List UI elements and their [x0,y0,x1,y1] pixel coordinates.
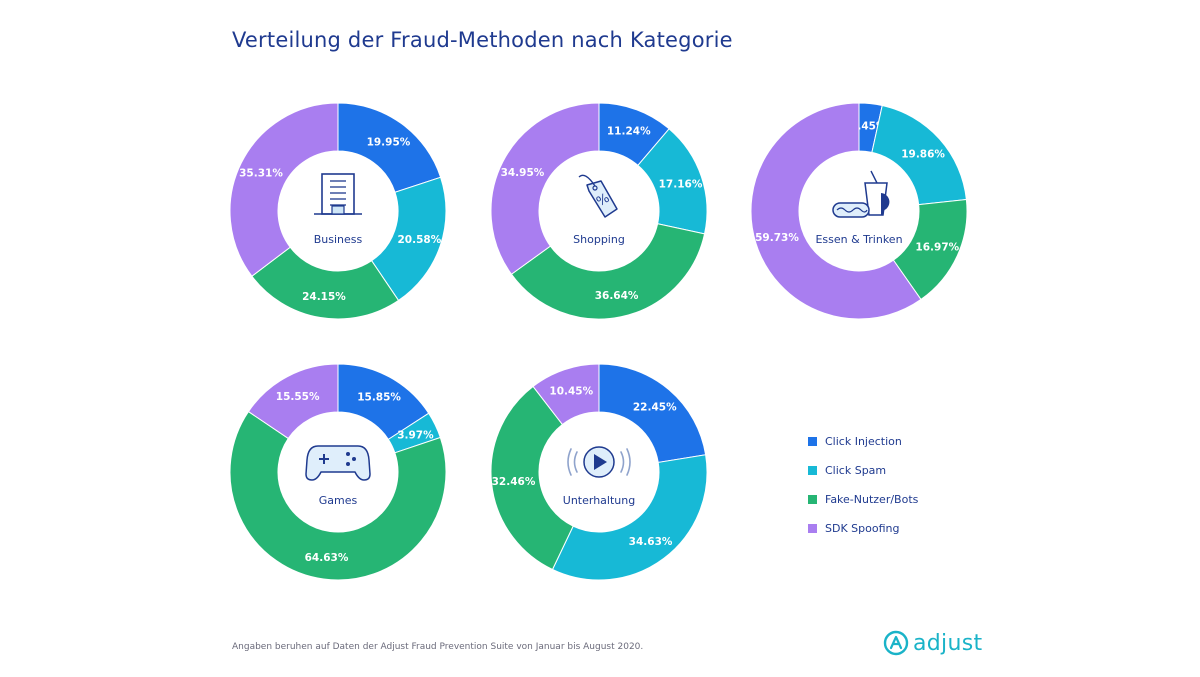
donut-category-label: Shopping [573,233,625,246]
data-label: 11.24% [607,125,651,137]
donut-category-label: Games [319,494,358,507]
adjust-logo: adjust [883,630,982,656]
data-label: 59.73% [755,232,799,244]
donut-segment [532,363,600,426]
data-label: 15.85% [357,391,401,403]
adjust-logo-icon [883,630,909,656]
donut-segment [229,102,339,277]
data-label: 19.86% [901,149,945,161]
legend-swatch [808,495,817,504]
legend: Click Injection Click Spam Fake-Nutzer/B… [808,427,918,543]
donut-shopping: 11.24% 17.16% 36.64% 34.95%% Shopping [490,102,708,320]
legend-swatch [808,437,817,446]
building-icon [314,173,362,215]
data-label: 35.31% [239,168,283,180]
chart-title: Verteilung der Fraud-Methoden nach Kateg… [232,28,733,52]
donut-segment [229,410,447,581]
data-label: 32.46% [492,476,536,488]
donut-segment [510,223,706,320]
legend-label: Click Injection [825,435,902,448]
footnote: Angaben beruhen auf Daten der Adjust Fra… [232,642,644,652]
legend-swatch [808,524,817,533]
data-label: 20.58% [398,234,442,246]
data-label: 3.97% [397,430,434,442]
donut-games: 15.85% 3.97% 64.63% 15.55% Games [229,363,447,581]
donut-business: 19.95% 20.58% 24.15% 35.31% Business [229,102,447,320]
donut-segment [247,363,339,440]
donut-category-label: Business [314,233,363,246]
gamepad-icon [305,445,371,481]
data-label: 34.95% [501,167,545,179]
price-tag-icon: % [578,174,618,218]
adjust-logo-text: adjust [913,630,983,656]
legend-label: Fake-Nutzer/Bots [825,493,919,506]
data-label: 22.45% [633,402,677,414]
donut-unterhaltung: 22.45% 34.63% 32.46% 10.45% Unterhaltung [490,363,708,581]
donut-segment [750,102,922,320]
data-label: 16.97% [915,242,959,254]
donut-category-label: Essen & Trinken [815,233,902,246]
donut-segment [551,454,708,581]
legend-item-sdk-spoofing: SDK Spoofing [808,514,918,543]
donut-essen-trinken: 3.45%19.86%16.97%59.73% Essen & Trinken [750,102,968,320]
legend-label: SDK Spoofing [825,522,900,535]
legend-item-click-injection: Click Injection [808,427,918,456]
donut-category-label: Unterhaltung [563,494,635,507]
data-label: 36.64% [595,290,639,302]
donut-segment [490,102,600,275]
data-label: 34.63% [629,536,673,548]
legend-swatch [808,466,817,475]
legend-item-click-spam: Click Spam [808,456,918,485]
data-label: 15.55% [276,391,320,403]
data-label: 24.15% [302,291,346,303]
play-icon [567,446,631,478]
legend-label: Click Spam [825,464,887,477]
data-label: 17.16% [659,179,703,191]
data-label: 19.95% [367,136,411,148]
data-label: 10.45% [549,386,593,398]
donut-segment [490,385,574,571]
food-drink-icon [832,170,890,218]
legend-item-fake-users: Fake-Nutzer/Bots [808,485,918,514]
data-label: 64.63% [305,552,349,564]
